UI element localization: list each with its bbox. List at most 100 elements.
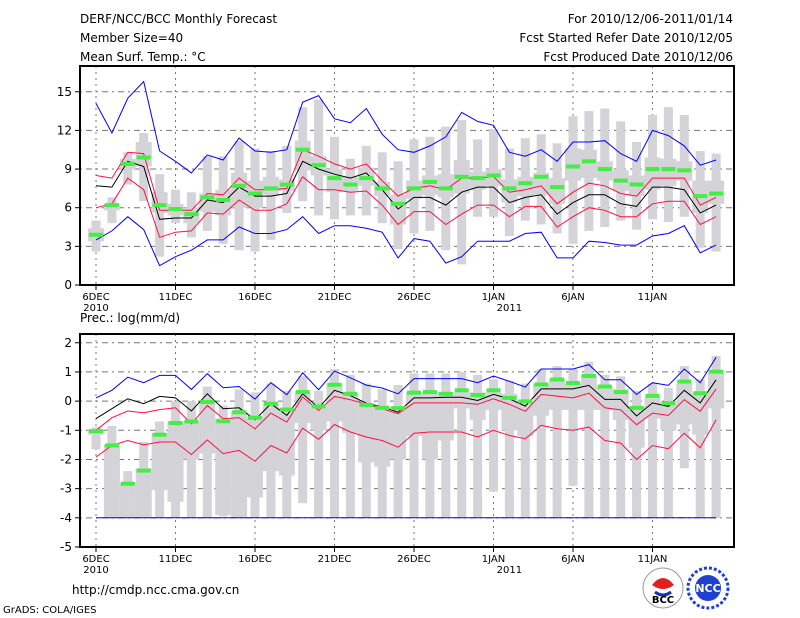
green-marker <box>422 390 437 395</box>
ensemble-quartile-box <box>421 175 438 195</box>
x-tick-label: 11JAN <box>638 554 668 565</box>
y-tick-label: 6 <box>64 201 72 215</box>
series-lower-line <box>95 176 717 238</box>
bcc-logo-text: BCC <box>652 595 674 606</box>
green-marker <box>677 168 692 173</box>
x-tick-label: 21DEC <box>318 554 352 565</box>
series-min-line <box>95 216 717 267</box>
ensemble-quartile-box <box>644 157 661 190</box>
bcc-logo: BCC <box>642 567 684 609</box>
ensemble-quartile-box <box>374 406 391 467</box>
ensemble-range-bar <box>663 387 673 518</box>
green-marker <box>232 410 247 415</box>
green-marker <box>263 186 278 191</box>
green-marker <box>311 404 326 409</box>
source-url[interactable]: http://cmdp.ncc.cma.gov.cn <box>72 583 239 597</box>
green-marker <box>152 203 167 208</box>
ensemble-range-bar <box>345 374 355 518</box>
green-marker <box>645 393 660 398</box>
green-marker <box>677 379 692 384</box>
forecast-started-date: Fcst Started Refer Date 2010/12/05 <box>519 31 733 45</box>
green-marker <box>550 377 565 382</box>
ensemble-quartile-box <box>580 149 597 179</box>
ensemble-quartile-box <box>151 433 168 491</box>
ensemble-range-bar <box>600 374 610 518</box>
ensemble-quartile-box <box>262 404 279 472</box>
green-marker <box>248 191 262 196</box>
green-marker <box>454 388 469 393</box>
ensemble-quartile-box <box>612 389 629 421</box>
temperature-panel: 0 3 6 9 12 15 6DEC 11DEC 16DEC 21DEC 26DEC 1JAN 6JAN… <box>57 65 735 314</box>
y-tick-label: -1 <box>60 423 72 437</box>
ensemble-range-bar <box>520 383 530 518</box>
green-marker <box>359 176 374 181</box>
x-tick-year-label: 2010 <box>83 565 108 576</box>
green-marker <box>693 194 708 199</box>
x-tick-label: 11JAN <box>638 292 668 303</box>
series-lower-line <box>95 419 717 462</box>
ensemble-quartile-box <box>421 392 438 460</box>
ensemble-quartile-box <box>485 392 502 410</box>
green-marker <box>216 419 231 424</box>
grads-credit: GrADS: COLA/IGES <box>3 605 97 616</box>
green-marker <box>279 182 294 187</box>
ensemble-quartile-box <box>135 468 152 518</box>
x-tick-label: 16DEC <box>238 554 272 565</box>
green-marker <box>152 432 167 437</box>
figure-title: DERF/NCC/BCC Monthly Forecast <box>80 12 277 26</box>
ensemble-range-bar <box>552 366 562 518</box>
forecast-period: For 2010/12/06-2011/01/14 <box>568 12 733 26</box>
ensemble-quartile-box <box>406 392 422 437</box>
green-marker <box>279 407 294 412</box>
green-marker <box>613 178 628 183</box>
plot-frame <box>79 65 735 286</box>
green-marker <box>295 390 310 395</box>
ensemble-quartile-box <box>310 404 327 431</box>
ncc-logo: NCC <box>686 566 730 610</box>
green-marker <box>184 419 199 424</box>
ensemble-quartile-box <box>628 406 645 448</box>
ensemble-quartile-box <box>644 396 661 419</box>
green-marker <box>200 195 215 200</box>
green-marker <box>184 212 199 217</box>
green-marker <box>534 174 549 179</box>
green-marker <box>407 186 421 191</box>
green-marker <box>375 186 390 191</box>
ensemble-range-bar <box>648 383 657 518</box>
green-marker <box>470 392 485 397</box>
ensemble-quartile-box <box>501 179 518 203</box>
y-tick-label: -2 <box>60 452 72 466</box>
ensemble-range-bar <box>504 380 514 518</box>
x-tick-label: 6JAN <box>561 292 584 303</box>
green-marker <box>518 181 533 186</box>
ensemble-quartile-box <box>580 374 597 410</box>
series-upper-line <box>95 149 717 211</box>
ensemble-quartile-box <box>167 421 184 502</box>
ensemble-quartile-box <box>660 158 677 186</box>
green-marker <box>120 161 135 166</box>
green-marker <box>104 203 119 208</box>
ensemble-quartile-box <box>326 383 343 422</box>
green-marker <box>391 201 406 206</box>
ensemble-quartile-box <box>215 418 232 515</box>
y-tick-label: 12 <box>57 123 72 137</box>
green-marker <box>693 391 708 396</box>
x-tick-label: 6DEC <box>82 554 109 565</box>
ensemble-quartile-box <box>199 402 216 454</box>
y-tick-label: -3 <box>60 482 72 496</box>
ensemble-quartile-box <box>692 393 709 435</box>
ensemble-range-bar <box>91 427 101 450</box>
ensemble-quartile-box <box>437 392 454 441</box>
green-marker <box>709 369 724 374</box>
ensemble-quartile-box <box>565 383 581 410</box>
ensemble-range-bar <box>266 151 276 240</box>
green-marker <box>359 402 374 407</box>
x-tick-label: 6DEC <box>82 292 109 303</box>
x-tick-label: 6JAN <box>561 554 584 565</box>
ensemble-quartile-box <box>262 176 279 195</box>
green-marker <box>566 381 580 386</box>
green-marker <box>486 173 501 178</box>
ensemble-quartile-box <box>517 176 534 197</box>
y-tick-label: 3 <box>64 239 72 253</box>
